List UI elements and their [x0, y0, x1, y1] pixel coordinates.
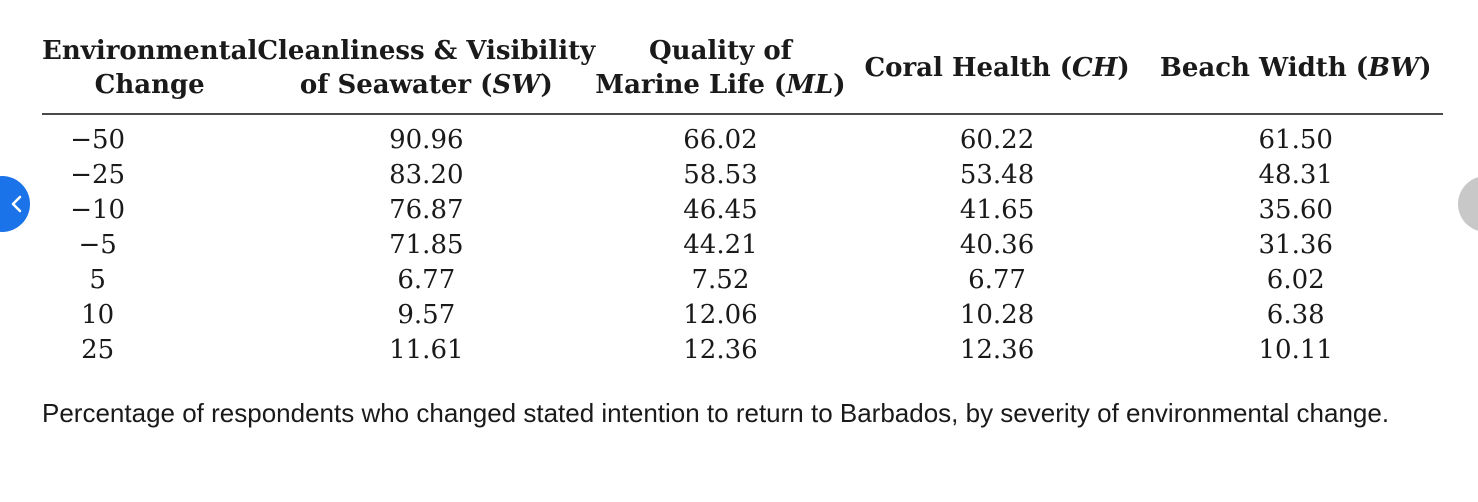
table-cell: 71.85	[389, 230, 464, 260]
header-paren: )	[540, 70, 553, 100]
table-cell: −10	[70, 195, 126, 225]
table-row: −10 76.87 46.45 41.65 35.60	[42, 193, 1443, 228]
table-cell: −25	[70, 160, 126, 190]
table-row: 25 11.61 12.36 12.36 10.11	[42, 333, 1443, 368]
table-cell: −5	[78, 230, 117, 260]
table-cell: 53.48	[959, 160, 1035, 190]
table-cell: 90.96	[389, 125, 464, 155]
header-text: Marine Life (	[595, 70, 787, 100]
header-line: Coral Health (CH)	[846, 51, 1149, 85]
next-button[interactable]	[1458, 176, 1478, 232]
header-line: Quality of	[649, 36, 792, 66]
table-cell: 48.31	[1258, 160, 1333, 190]
table-cell: 60.22	[959, 125, 1035, 155]
table-cell: 5	[89, 265, 106, 295]
table-cell: 35.60	[1258, 195, 1333, 225]
table-cell: 44.21	[683, 230, 758, 260]
header-paren: )	[833, 70, 846, 100]
figure-caption: Percentage of respondents who changed st…	[42, 398, 1390, 428]
table-cell: 12.36	[959, 335, 1035, 365]
header-text: Coral Health (	[864, 53, 1073, 83]
header-coral-health: Coral Health (CH)	[845, 34, 1149, 115]
table-cell: 31.36	[1258, 230, 1333, 260]
table-row: 10 9.57 12.06 10.28 6.38	[42, 298, 1443, 333]
table-cell: 6.02	[1266, 265, 1325, 295]
table-cell: 83.20	[389, 160, 464, 190]
table-cell: 58.53	[683, 160, 758, 190]
table-cell: 46.45	[683, 195, 758, 225]
table-cell: 10	[81, 300, 115, 330]
table-cell: 9.57	[397, 300, 456, 330]
table-cell: 12.06	[683, 300, 758, 330]
header-text: Beach Width (	[1159, 53, 1369, 83]
header-abbr: BW	[1368, 53, 1420, 83]
header-marine-life: Quality of Marine Life (ML)	[595, 34, 846, 115]
table-cell: 11.61	[389, 335, 464, 365]
table-row: −25 83.20 58.53 53.48 48.31	[42, 158, 1443, 193]
table-row: 5 6.77 7.52 6.77 6.02	[42, 263, 1443, 298]
header-text: of Seawater (	[299, 70, 493, 100]
table-cell: 66.02	[683, 125, 758, 155]
table-cell: 10.11	[1258, 335, 1333, 365]
table-cell: 10.28	[959, 300, 1035, 330]
header-abbr: CH	[1072, 53, 1118, 83]
table-cell: 7.52	[691, 265, 750, 295]
chevron-left-icon	[11, 195, 22, 213]
header-line: Change	[94, 70, 205, 100]
header-beach-width: Beach Width (BW)	[1148, 34, 1443, 115]
header-line: Cleanliness & Visibility	[257, 36, 596, 66]
header-abbr: ML	[786, 70, 834, 100]
table-cell: 25	[81, 335, 115, 365]
header-line: Marine Life (ML)	[595, 68, 845, 102]
table-cell: 41.65	[959, 195, 1035, 225]
header-line: Beach Width (BW)	[1148, 51, 1443, 85]
table-cell: 6.77	[397, 265, 456, 295]
table-row: −50 90.96 66.02 60.22 61.50	[42, 114, 1443, 158]
table-cell: 40.36	[959, 230, 1035, 260]
header-seawater: Cleanliness & Visibility of Seawater (SW…	[257, 34, 596, 115]
table-cell: 6.38	[1266, 300, 1325, 330]
table-row: −5 71.85 44.21 40.36 31.36	[42, 228, 1443, 263]
table-cell: 12.36	[683, 335, 758, 365]
header-paren: )	[1419, 53, 1432, 83]
previous-button[interactable]	[0, 176, 30, 232]
table-header-row: Environmental Change Cleanliness & Visib…	[42, 34, 1443, 115]
data-table: Environmental Change Cleanliness & Visib…	[42, 34, 1443, 368]
table-cell: 76.87	[389, 195, 464, 225]
header-abbr: SW	[492, 70, 541, 100]
table-cell: −50	[70, 125, 126, 155]
header-line: of Seawater (SW)	[257, 68, 595, 102]
header-paren: )	[1117, 53, 1130, 83]
header-line: Environmental	[42, 36, 258, 66]
table-cell: 6.77	[968, 265, 1026, 295]
table-body: −50 90.96 66.02 60.22 61.50 −25 83.20 58.53 53.4…	[42, 114, 1443, 368]
table-cell: 61.50	[1258, 125, 1333, 155]
header-environmental-change: Environmental Change	[42, 34, 258, 115]
